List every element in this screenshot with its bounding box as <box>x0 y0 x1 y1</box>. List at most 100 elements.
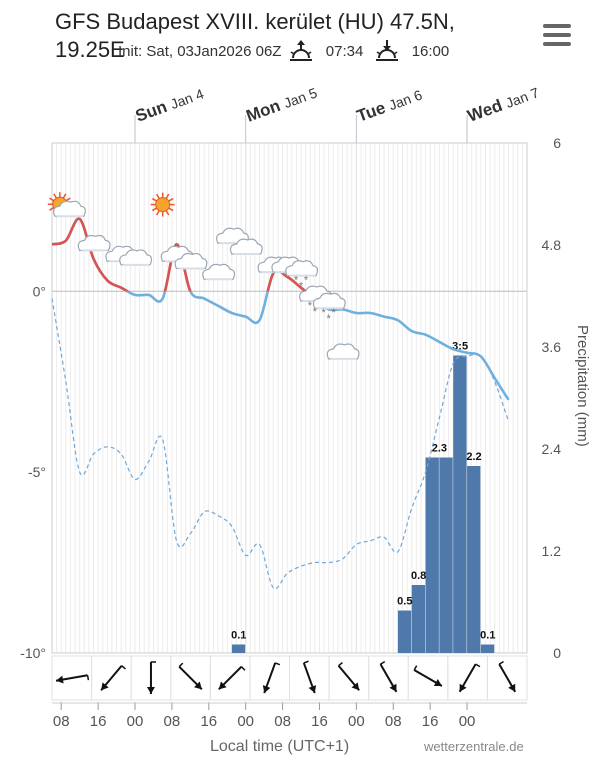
wind-arrow-icon <box>100 665 126 691</box>
init-info: Init: Sat, 03Jan2026 06Z 07:34 16:00 <box>118 40 449 62</box>
precip-bar <box>439 457 453 653</box>
day-label: Wed Jan 7 <box>465 82 542 125</box>
wind-head <box>146 687 155 694</box>
right-axis-label: 2.4 <box>542 441 562 457</box>
x-tick-label: 00 <box>348 713 365 730</box>
wind-barb <box>86 675 90 681</box>
x-tick-label: 16 <box>90 713 107 730</box>
sun-ray <box>156 210 160 216</box>
dewpoint-line <box>51 298 510 590</box>
temperature-line-warm <box>52 217 308 292</box>
day-label: Sun Jan 4 <box>133 84 207 126</box>
wind-arrow-icon <box>146 661 156 694</box>
forecast-chart: 0.10.50.82.33:52.20.1 ********* 0°-5°-10… <box>20 82 591 730</box>
right-axis-label: 0 <box>553 645 561 661</box>
sun-ray <box>168 197 174 202</box>
cloud-shape <box>202 263 236 280</box>
sunset-icon <box>374 40 400 62</box>
wind-head <box>308 685 317 694</box>
precip-label: 2.3 <box>432 443 447 455</box>
wind-barb <box>240 666 246 671</box>
wind-barb <box>413 665 418 671</box>
cloud-shape <box>285 260 319 277</box>
precip-label: 0.1 <box>480 630 495 642</box>
wind-barb <box>338 661 343 667</box>
init-text: Init: Sat, 03Jan2026 06Z <box>118 42 282 60</box>
snowflake: * <box>308 300 313 312</box>
wind-barb <box>303 660 309 664</box>
wind-barb <box>498 660 504 665</box>
wind-arrow-icon <box>413 665 443 687</box>
cloud-shape <box>53 200 86 217</box>
right-axis-title: Precipitation (mm) <box>574 325 591 447</box>
precip-bar <box>480 644 495 653</box>
sun-ray <box>165 210 170 216</box>
x-tick-label: 00 <box>237 713 254 730</box>
wind-head <box>194 681 202 690</box>
x-axis-title: Local time (UTC+1) <box>210 738 350 755</box>
snow-cloud-icon: *** <box>285 260 319 293</box>
plot-area <box>51 142 528 654</box>
wind-head <box>508 683 516 692</box>
x-tick-label: 08 <box>385 713 402 730</box>
sun-ray <box>62 193 67 199</box>
x-tick-label: 08 <box>53 713 70 730</box>
x-tick-label: 16 <box>422 713 439 730</box>
wind-head <box>262 685 271 694</box>
cloud-icon <box>229 238 263 255</box>
sun-cloud-icon <box>47 192 86 218</box>
precip-bar <box>453 355 467 653</box>
wind-arrow-icon <box>55 674 90 684</box>
wind-head <box>56 675 64 684</box>
snow-cloud-icon: *** <box>312 292 346 325</box>
wind-head <box>389 683 397 692</box>
x-tick-label: 00 <box>127 713 144 730</box>
sun-ray <box>165 193 170 199</box>
precip-bar <box>231 644 246 653</box>
sun-ray <box>168 207 174 212</box>
precip-label: 0.1 <box>231 630 246 642</box>
snowflake: * <box>327 313 332 325</box>
right-axis-label: 6 <box>553 135 561 151</box>
wind-arrow-icon <box>458 663 481 693</box>
wind-head <box>351 682 360 691</box>
wind-cell <box>486 655 528 701</box>
sun-ray <box>53 193 57 199</box>
cloud-shape <box>119 249 153 266</box>
snowflake: * <box>322 307 327 319</box>
wind-arrow-icon <box>178 662 203 691</box>
snowflake: * <box>304 275 309 287</box>
x-tick-label: 16 <box>200 713 217 730</box>
right-axis-label: 3.6 <box>542 339 562 355</box>
wind-barb <box>475 663 481 668</box>
cloud-icon <box>119 249 153 266</box>
cloud-icon <box>174 252 208 270</box>
sun-disc <box>155 197 171 213</box>
precip-bar <box>425 457 439 653</box>
sun-ray <box>65 197 71 202</box>
wind-head <box>101 682 109 691</box>
chart-title: GFS Budapest XVIII. kerület (HU) 47.5N, … <box>55 9 455 62</box>
sunrise-time: 07:34 <box>325 42 364 60</box>
cloud-icon <box>326 343 360 360</box>
precip-label: 0.5 <box>397 596 412 608</box>
cloud-icon <box>77 234 111 252</box>
wind-barb <box>178 662 184 668</box>
x-tick-label: 16 <box>311 713 328 730</box>
cloud-shape <box>229 238 263 255</box>
precip-bar <box>467 466 481 653</box>
temperature-line <box>51 217 510 401</box>
sun-ray <box>151 207 157 212</box>
credit-link[interactable]: wetterzentrale.de <box>424 739 524 754</box>
x-tick-label: 08 <box>164 713 181 730</box>
wind-arrow-icon <box>302 660 317 694</box>
wind-arrow-icon <box>337 661 360 691</box>
left-axis-label: -5° <box>28 464 46 480</box>
precip-label: 2.2 <box>466 451 481 463</box>
right-axis-label: 1.2 <box>542 543 562 559</box>
cloud-shape <box>174 252 208 270</box>
precip-label: 0.8 <box>411 570 426 582</box>
sunset-time: 16:00 <box>411 42 450 60</box>
hamburger-menu-icon[interactable] <box>543 24 571 46</box>
day-label: Tue Jan 6 <box>354 85 425 126</box>
